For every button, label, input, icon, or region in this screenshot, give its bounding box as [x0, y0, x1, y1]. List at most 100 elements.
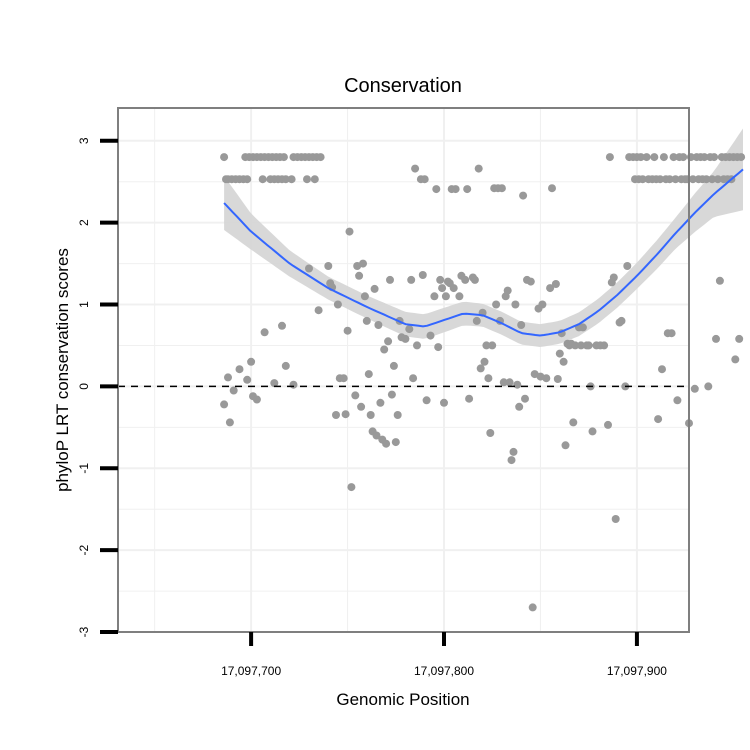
- y-tick-label: -2: [77, 544, 91, 555]
- data-point: [623, 262, 632, 270]
- data-point: [351, 391, 360, 400]
- data-point: [225, 418, 234, 427]
- data-point: [470, 275, 479, 284]
- data-point: [488, 341, 497, 350]
- data-point: [658, 365, 666, 374]
- data-point: [503, 286, 512, 295]
- data-point: [220, 400, 229, 409]
- y-axis-label: phyloP LRT conservation scores: [53, 248, 72, 492]
- data-point: [700, 153, 709, 162]
- data-point: [577, 341, 585, 350]
- data-point: [476, 364, 485, 373]
- data-point: [438, 284, 447, 293]
- data-point: [324, 262, 333, 270]
- data-point: [364, 370, 373, 379]
- data-point: [617, 316, 626, 325]
- data-point: [305, 264, 313, 273]
- data-point: [289, 380, 298, 389]
- data-point: [430, 292, 439, 301]
- data-point: [270, 379, 279, 388]
- data-point: [584, 341, 593, 350]
- data-point: [642, 153, 651, 162]
- x-axis-label: Genomic Position: [336, 690, 469, 709]
- y-axis: -3 -2 -1 0 1 2 3: [77, 137, 118, 637]
- data-point: [671, 175, 680, 184]
- data-point: [571, 341, 580, 350]
- data-point: [281, 361, 290, 370]
- data-point: [387, 390, 396, 399]
- y-tick-label: 3: [77, 137, 91, 144]
- data-point: [411, 164, 420, 173]
- data-point: [287, 175, 296, 184]
- data-point: [359, 259, 367, 268]
- data-point: [461, 275, 470, 284]
- data-point: [600, 341, 609, 350]
- data-point: [480, 357, 489, 366]
- data-point: [258, 175, 267, 184]
- data-point: [482, 341, 491, 350]
- data-point: [561, 441, 570, 450]
- data-point: [715, 276, 724, 285]
- data-point: [731, 355, 740, 364]
- data-point: [436, 275, 445, 284]
- data-point: [314, 306, 323, 315]
- data-point: [708, 175, 717, 184]
- data-point: [609, 273, 618, 282]
- data-point: [235, 365, 244, 374]
- data-point: [281, 175, 290, 184]
- data-point: [673, 396, 682, 405]
- data-point: [422, 396, 431, 405]
- data-point: [343, 326, 352, 335]
- chart-title: Conservation: [344, 75, 462, 97]
- data-point: [357, 402, 366, 411]
- data-point: [303, 175, 311, 184]
- data-point: [339, 374, 348, 383]
- data-point: [712, 334, 720, 343]
- x-tick-label: 17,097,700: [221, 664, 281, 678]
- data-point: [735, 334, 744, 343]
- data-point: [391, 438, 400, 447]
- data-point: [362, 316, 371, 325]
- y-tick-label: -3: [77, 626, 91, 637]
- y-tick-label: 0: [77, 383, 91, 390]
- data-point: [418, 271, 427, 279]
- data-point: [555, 349, 564, 358]
- x-axis: 17,097,700 17,097,800 17,097,900: [221, 632, 667, 678]
- data-point: [515, 402, 524, 411]
- data-point: [654, 415, 663, 424]
- data-point: [380, 345, 389, 354]
- data-point: [229, 386, 238, 395]
- data-point: [449, 284, 458, 293]
- data-point: [370, 284, 379, 293]
- data-point: [542, 374, 551, 383]
- data-point: [667, 329, 676, 338]
- data-point: [420, 175, 429, 184]
- data-point: [401, 334, 410, 343]
- data-point: [578, 323, 587, 332]
- data-point: [713, 175, 722, 184]
- data-point: [455, 292, 464, 301]
- data-point: [441, 292, 450, 301]
- data-point: [279, 153, 288, 162]
- data-point: [347, 483, 356, 492]
- y-tick-label: -1: [77, 463, 91, 474]
- data-point: [509, 447, 518, 456]
- data-point: [521, 394, 529, 403]
- data-point: [341, 410, 350, 419]
- data-point: [638, 175, 647, 184]
- data-point: [310, 175, 319, 184]
- data-point: [432, 185, 441, 194]
- data-point: [407, 275, 416, 284]
- data-point: [278, 321, 286, 330]
- data-point: [548, 184, 556, 193]
- data-point: [252, 395, 261, 404]
- data-point: [247, 357, 256, 366]
- x-tick-label: 17,097,900: [607, 664, 667, 678]
- data-point: [374, 321, 383, 329]
- data-point: [440, 398, 448, 407]
- data-point: [393, 411, 402, 419]
- grid-lines: [118, 108, 689, 633]
- data-point: [519, 191, 528, 200]
- data-point: [405, 325, 414, 334]
- data-point: [690, 384, 699, 393]
